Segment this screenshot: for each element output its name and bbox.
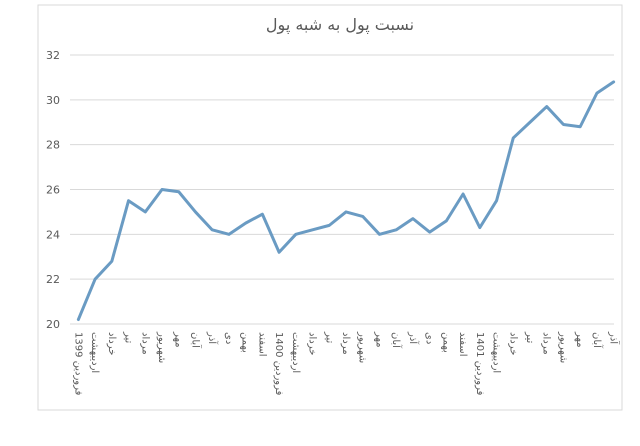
x-tick-label: دی	[223, 332, 234, 344]
y-tick-label: 20	[46, 318, 60, 331]
x-tick-label: شهریور	[156, 331, 167, 363]
x-tick-label: مهر	[173, 331, 184, 347]
y-tick-label: 30	[46, 94, 60, 107]
x-tick-label: آذر	[407, 331, 420, 345]
x-tick-label: فروردین 1401	[474, 332, 485, 396]
x-tick-label: اردیبهشت	[290, 332, 301, 373]
x-tick-label: خرداد	[307, 332, 318, 355]
x-tick-label: شهریور	[557, 331, 568, 363]
x-tick-label: تیر	[524, 331, 535, 344]
x-tick-label: اسفند	[256, 332, 267, 356]
y-tick-label: 24	[46, 228, 60, 241]
x-tick-label: خرداد	[106, 332, 117, 355]
x-tick-label: آبان	[591, 332, 604, 349]
y-tick-label: 26	[46, 184, 60, 197]
x-tick-label: مرداد	[541, 332, 552, 355]
y-tick-label: 32	[46, 49, 60, 62]
x-tick-label: آذر	[206, 331, 219, 345]
x-tick-label: مهر	[373, 331, 384, 347]
x-tick-label: بهمن	[440, 332, 451, 353]
x-tick-label: خرداد	[507, 332, 518, 355]
y-tick-label: 28	[46, 139, 60, 152]
x-tick-label: دی	[424, 332, 435, 344]
y-tick-label: 22	[46, 273, 60, 286]
chart-border	[37, 4, 623, 411]
x-tick-label: تیر	[123, 331, 134, 344]
x-tick-label: فروردین 1399	[72, 332, 83, 396]
x-tick-label: بهمن	[240, 332, 251, 353]
x-tick-label: آبان	[390, 332, 403, 349]
x-tick-label: مهر	[574, 331, 585, 347]
x-tick-label: آبان	[189, 332, 202, 349]
data-line	[76, 80, 616, 322]
chart-title: نسبت پول به شبه پول	[266, 15, 414, 35]
x-tick-label: اردیبهشت	[89, 332, 100, 373]
x-tick-label: مرداد	[340, 332, 351, 355]
x-tick-label: شهریور	[357, 331, 368, 363]
x-tick-label: آذر	[608, 331, 621, 345]
x-tick-label: تیر	[323, 331, 334, 344]
x-tick-label: مرداد	[139, 332, 150, 355]
x-tick-label: اسفند	[457, 332, 468, 356]
x-tick-label: اردیبهشت	[491, 332, 502, 373]
x-tick-label: فروردین 1400	[273, 332, 284, 396]
